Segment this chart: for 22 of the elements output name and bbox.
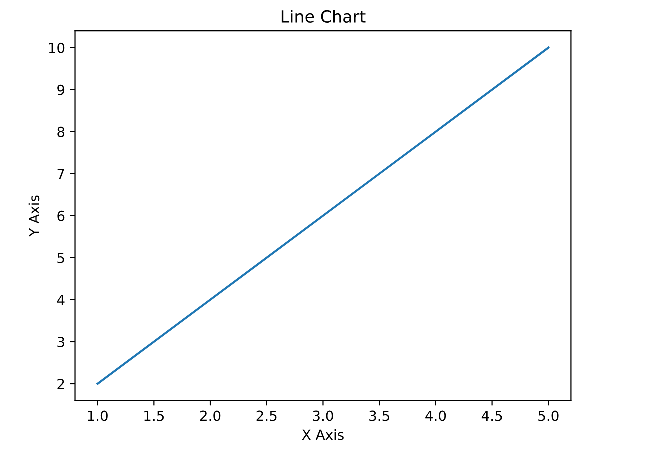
x-tick-label: 3.0 (313, 410, 334, 422)
x-tick-label: 5.0 (538, 410, 559, 422)
y-tick-label: 7 (58, 169, 64, 180)
y-tick-label: 4 (57, 295, 65, 306)
y-tick-label: 5 (58, 253, 64, 264)
x-tick-label: 2.5 (256, 410, 277, 422)
x-tick-label: 3.5 (370, 410, 390, 422)
y-tick-label: 9 (58, 84, 65, 96)
x-tick-label: 2.0 (200, 410, 221, 422)
y-axis-title: Y Axis (28, 196, 40, 237)
y-tick-label: 10 (49, 42, 65, 54)
chart-title: Line Chart (282, 10, 366, 23)
y-tick-label: 3 (58, 336, 64, 348)
x-tick-label: 1.5 (144, 410, 164, 422)
y-tick-label: 2 (58, 378, 64, 390)
y-tick-label: 8 (58, 126, 65, 138)
y-tick-label: 6 (58, 210, 65, 222)
x-tick-label: 4.5 (482, 410, 502, 422)
x-tick-label: 1.0 (88, 410, 108, 422)
x-tick-label: 4.0 (426, 410, 446, 422)
line-series (96, 46, 550, 386)
x-axis-title: X Axis (302, 430, 344, 440)
